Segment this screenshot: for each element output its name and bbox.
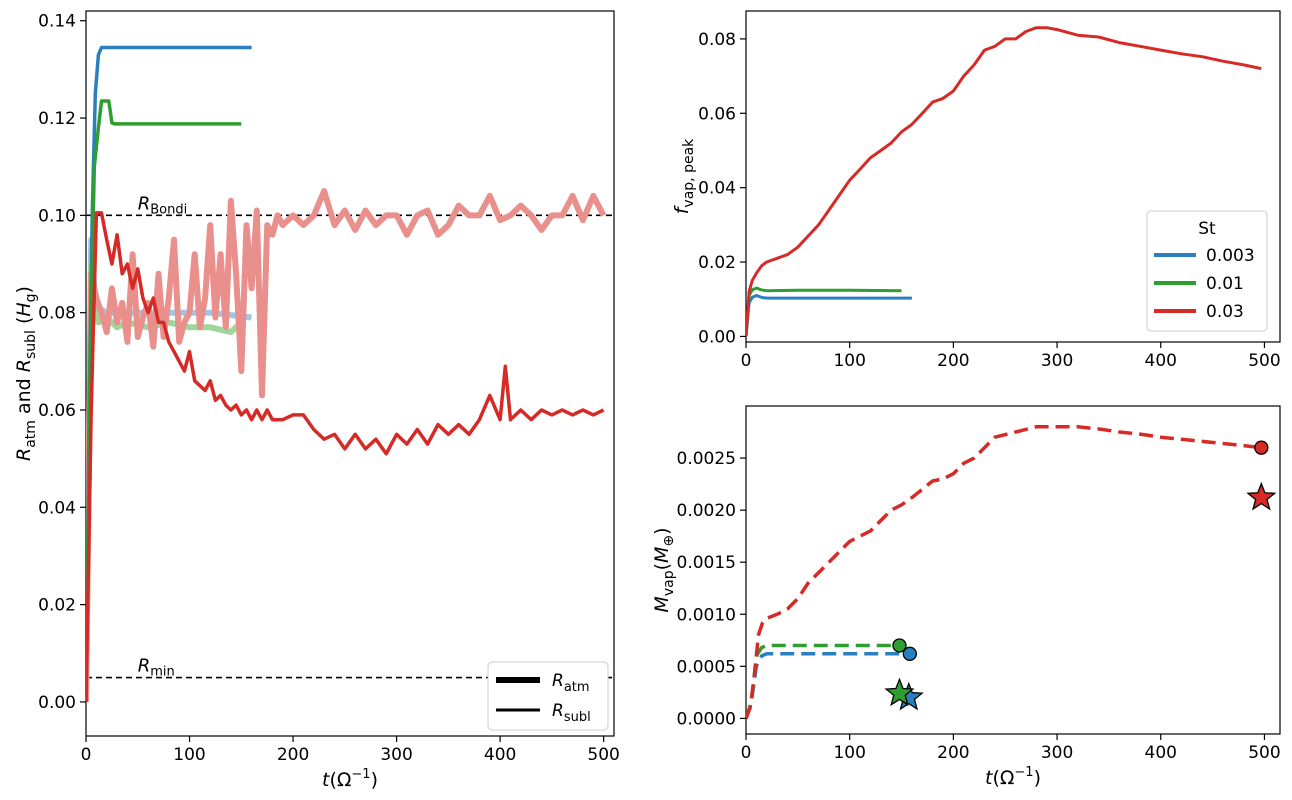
x-tick-label: 300 [380, 745, 412, 765]
y-axis-label: fvap, peak [671, 138, 697, 214]
legend-label: 0.003 [1206, 246, 1255, 266]
legend-title: St [1198, 219, 1216, 239]
series-line-r-subl-st-0-003 [86, 45, 252, 702]
chart-top-right: 0 100 200 300 400 500 0.00 0.02 0.04 0.06 0.08 fvap… [671, 10, 1281, 371]
plot-frame [85, 10, 615, 737]
end-marker-circle [1254, 440, 1269, 455]
y-tick-label: 0.06 [698, 104, 736, 124]
y-tick-label: 0.10 [38, 206, 76, 226]
end-marker-circle [902, 646, 917, 661]
legend-label: Ratm [552, 671, 590, 695]
y-axis-label: Ratm and Rsubl (Hg) [13, 286, 39, 461]
y-tick-label: 0.0015 [677, 553, 736, 573]
y-tick-label: 0.04 [38, 498, 76, 518]
x-tick-label: 200 [277, 745, 309, 765]
x-tick-label: 0 [741, 743, 752, 763]
x-tick-label: 200 [937, 351, 969, 371]
x-tick-label: 500 [1248, 743, 1280, 763]
y-tick-label: 0.00 [38, 693, 76, 713]
y-axis-label: Mvap(M⊕) [651, 527, 677, 612]
chart-bottom-right: 0 100 200 300 400 500 0.0000 0.0005 0.0010 0.0015… [651, 405, 1281, 789]
x-tick-label: 300 [1041, 351, 1073, 371]
end-marker-circle [892, 638, 907, 653]
legend-label: 0.01 [1206, 274, 1244, 294]
data-layer [746, 425, 1262, 720]
x-tick-label: 100 [173, 745, 205, 765]
y-tick-label: 0.0025 [677, 449, 736, 469]
x-tick-label: 200 [937, 743, 969, 763]
x-tick-label: 400 [484, 745, 516, 765]
legend-label: Rsubl [552, 701, 591, 725]
series-line-st-0-03 [746, 26, 1262, 337]
legend: Ratm Rsubl [487, 661, 609, 731]
x-tick-label: 500 [587, 745, 619, 765]
plot-frame [745, 405, 1281, 735]
plot-frame [745, 10, 1281, 343]
y-tick-label: 0.08 [38, 304, 76, 324]
y-tick-label: 0.02 [38, 596, 76, 616]
x-tick-label: 0 [741, 351, 752, 371]
chart-left: 0 100 200 300 400 500 0.00 0.02 0.04 0.06 0.08 0.10… [13, 10, 620, 791]
series-line-st-0-01 [746, 643, 900, 719]
data-layer [746, 26, 1262, 337]
data-layer [86, 45, 607, 702]
x-tick-label: 0 [81, 745, 92, 765]
x-tick-label: 100 [833, 743, 865, 763]
y-tick-label: 0.0005 [677, 657, 736, 677]
y-tick-label: 0.00 [698, 327, 736, 347]
x-tick-label: 100 [833, 351, 865, 371]
y-tick-label: 0.02 [698, 253, 736, 273]
series-line-r-subl-st-0-01 [86, 99, 242, 702]
series-line-r-subl-st-0-03 [86, 211, 605, 702]
x-tick-label: 400 [1145, 351, 1177, 371]
hline-label-min: Rmin [138, 656, 175, 680]
series-line-st-0-003 [746, 652, 910, 719]
star-marker [884, 677, 915, 707]
y-tick-label: 0.0010 [677, 605, 736, 625]
x-tick-label: 300 [1041, 743, 1073, 763]
x-axis-label: t(Ω−1) [322, 767, 378, 791]
hline-label-bondi: RBondi [138, 193, 188, 217]
y-tick-label: 0.06 [38, 401, 76, 421]
x-tick-label: 500 [1248, 351, 1280, 371]
y-tick-label: 0.08 [698, 30, 736, 50]
y-tick-label: 0.04 [698, 179, 736, 199]
series-line-st-0-03 [746, 425, 1262, 720]
star-marker [1246, 481, 1277, 511]
legend-label: 0.03 [1206, 302, 1244, 322]
legend-box [1146, 210, 1268, 332]
series-line-st-0-01 [746, 286, 902, 337]
series-line-st-0-003 [746, 294, 912, 337]
y-tick-label: 0.12 [38, 109, 76, 129]
y-tick-label: 0.0020 [677, 501, 736, 521]
legend: St 0.003 0.01 0.03 [1146, 210, 1268, 332]
x-axis-label: t(Ω−1) [985, 765, 1041, 789]
y-tick-label: 0.0000 [677, 709, 736, 729]
x-tick-label: 400 [1145, 743, 1177, 763]
y-tick-label: 0.14 [38, 12, 76, 32]
